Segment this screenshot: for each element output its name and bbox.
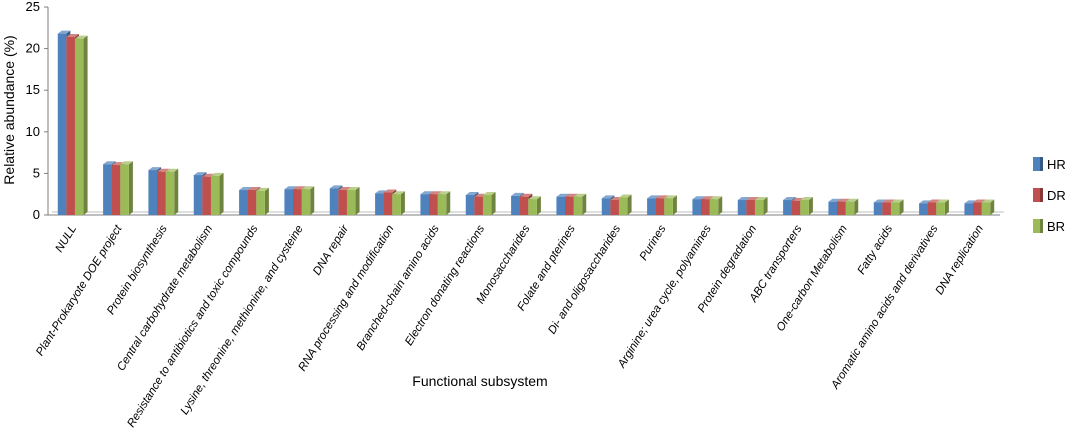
legend-item-dr: DR bbox=[1033, 188, 1066, 203]
legend-swatch bbox=[1033, 188, 1040, 202]
x-category-label: Plant-Prokaryote DOE project bbox=[34, 223, 125, 359]
bar-br bbox=[210, 172, 224, 215]
x-category-label: Electron donating reactions bbox=[403, 223, 487, 348]
x-category-label: Purines bbox=[638, 223, 669, 263]
bar-br bbox=[709, 196, 723, 215]
x-category-label: RNA processing and modification bbox=[296, 223, 396, 373]
bar-br bbox=[301, 186, 315, 215]
legend-item-br: BR bbox=[1033, 219, 1065, 234]
bar-br bbox=[754, 197, 768, 215]
y-tick-label: 5 bbox=[33, 165, 40, 180]
y-tick-label: 20 bbox=[26, 41, 40, 56]
bar-br bbox=[664, 195, 677, 215]
x-category-label: DNA replication bbox=[934, 223, 986, 297]
x-category-label: Branched-chain amino acids bbox=[355, 223, 442, 353]
bar-br bbox=[573, 193, 587, 215]
bar-br bbox=[74, 35, 88, 216]
x-category-label: Aromatic amino acids and derivatives bbox=[829, 223, 941, 392]
x-category-label: Central carbohydrate metabolism bbox=[115, 223, 215, 373]
bar-br bbox=[890, 199, 904, 215]
legend-label: HR bbox=[1047, 157, 1066, 172]
bar-br bbox=[936, 199, 949, 215]
x-category-label: NULL bbox=[53, 223, 79, 254]
y-tick-label: 15 bbox=[26, 82, 40, 97]
bar-br bbox=[346, 187, 360, 215]
bars bbox=[57, 30, 995, 216]
x-category-label: Arginine; urea cycle, polyamines bbox=[615, 223, 714, 371]
x-axis-title: Functional subsystem bbox=[412, 373, 547, 389]
legend-swatch bbox=[1033, 219, 1040, 233]
y-tick-label: 25 bbox=[26, 0, 40, 14]
bar-br bbox=[437, 191, 451, 215]
y-tick-label: 0 bbox=[33, 207, 40, 222]
bar-br bbox=[528, 196, 541, 215]
y-axis-title: Relative abundance (%) bbox=[1, 35, 17, 184]
legend-label: BR bbox=[1047, 219, 1065, 234]
bar-br bbox=[392, 191, 405, 215]
legend-swatch bbox=[1033, 157, 1040, 171]
x-category-label: Fatty acids bbox=[856, 223, 896, 277]
bar-br bbox=[482, 192, 496, 215]
bar-br bbox=[120, 161, 133, 215]
bar-br bbox=[618, 194, 632, 215]
bar-br bbox=[165, 168, 179, 215]
x-category-label: DNA repair bbox=[311, 222, 352, 277]
legend-item-hr: HR bbox=[1033, 157, 1066, 172]
legend: HR DR BR bbox=[1033, 157, 1066, 234]
y-tick-label: 10 bbox=[26, 124, 40, 139]
bar-br bbox=[800, 197, 813, 215]
bar-br bbox=[256, 187, 269, 215]
bar-br bbox=[845, 198, 859, 215]
bar-br bbox=[981, 199, 995, 215]
legend-label: DR bbox=[1047, 188, 1066, 203]
